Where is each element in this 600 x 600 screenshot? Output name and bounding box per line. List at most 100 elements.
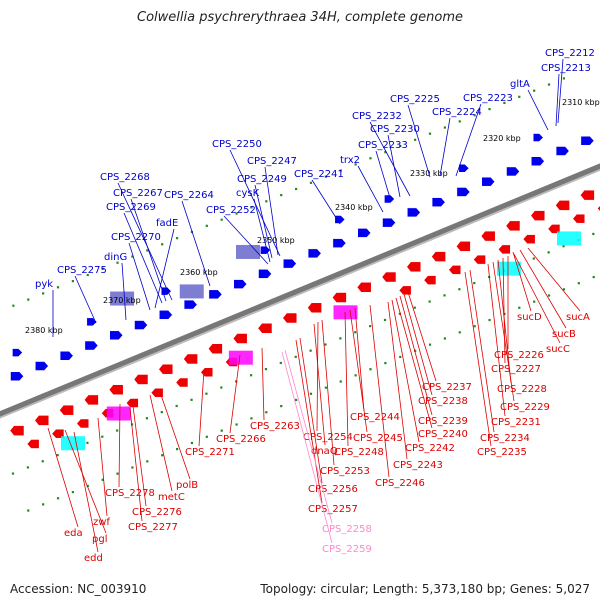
connector-line	[349, 309, 368, 433]
reverse-gene-label: sucC	[546, 344, 570, 355]
connector-line	[128, 242, 151, 311]
tick-dot	[26, 466, 29, 469]
tick-dot	[428, 300, 431, 303]
tick-dot	[547, 294, 551, 297]
reverse-gene-arrow	[59, 404, 74, 416]
connector-line	[439, 117, 451, 177]
tick-dot	[443, 294, 446, 297]
tick-dot	[547, 83, 551, 86]
connector-line	[73, 431, 99, 553]
tick-dot	[56, 497, 60, 500]
forward-gene-arrow	[84, 340, 99, 351]
tick-dot	[592, 275, 595, 279]
forward-gene-arrow	[456, 187, 471, 197]
reverse-gene-arrow	[423, 275, 437, 285]
connector-line	[344, 311, 349, 447]
tick-dot	[116, 429, 119, 432]
connector-line	[117, 182, 173, 301]
forward-gene-arrow	[407, 207, 421, 218]
tick-dot	[339, 169, 342, 172]
tick-dot	[56, 454, 59, 457]
pseudo-gene-label: CPS_2259	[322, 544, 372, 555]
reverse-gene-arrow	[572, 213, 586, 224]
tick-dot	[235, 212, 238, 215]
forward-gene-label: CPS_2224	[432, 107, 482, 118]
genome-summary: Topology: circular; Length: 5,373,180 bp…	[260, 582, 590, 596]
tick-dot	[354, 374, 357, 377]
forward-gene-arrow	[59, 351, 74, 361]
connector-line	[181, 200, 211, 287]
reverse-gene-label: CPS_2254	[303, 432, 353, 443]
connector-line	[313, 323, 326, 446]
tick-dot	[384, 151, 387, 154]
feature-box	[179, 284, 204, 299]
tick-dot	[533, 89, 536, 92]
tick-dot	[383, 318, 387, 322]
connector-line	[512, 251, 532, 312]
tick-dot	[265, 411, 268, 414]
tick-dot	[161, 243, 164, 246]
tick-dot	[384, 361, 387, 365]
feature-box	[110, 291, 135, 306]
connector-line	[502, 257, 506, 364]
reverse-gene-arrow	[530, 210, 546, 221]
connector-line	[464, 271, 492, 447]
genome-title: Colwellia psychrerythraea 34H, complete …	[137, 10, 463, 25]
tick-dot	[369, 157, 372, 160]
reverse-gene-label: pgl	[92, 534, 107, 545]
connector-line	[519, 249, 567, 329]
tick-dot	[473, 325, 476, 328]
forward-gene-arrow	[10, 371, 24, 382]
connector-line	[391, 299, 420, 443]
pseudo-gene-label: CPS_2258	[322, 524, 372, 535]
reverse-gene-arrow	[356, 282, 372, 293]
reverse-gene-arrow	[522, 234, 536, 244]
connector-line	[149, 394, 173, 492]
reverse-gene-label: CPS_2239	[418, 416, 468, 427]
connector-line	[369, 121, 411, 197]
tick-dot	[414, 138, 417, 141]
tick-dot	[354, 163, 357, 166]
tick-dot	[488, 318, 491, 322]
tick-dot	[235, 423, 238, 426]
forward-gene-arrow	[159, 310, 173, 320]
forward-gene-arrow	[531, 156, 545, 166]
connector-line	[357, 165, 384, 213]
forward-gene-label: CPS_2225	[390, 94, 440, 105]
tick-dot	[190, 441, 194, 445]
reverse-gene-arrow	[126, 398, 139, 408]
tick-dot	[339, 380, 342, 383]
connector-line	[375, 150, 391, 199]
feature-box	[236, 244, 261, 259]
reverse-gene-arrow	[505, 220, 521, 232]
tick-dot	[265, 200, 268, 203]
tick-dot	[280, 404, 283, 408]
reverse-gene-label: CPS_2243	[393, 460, 443, 471]
reverse-gene-arrow	[332, 292, 347, 303]
tick-dot	[41, 460, 44, 463]
tick-dot	[146, 249, 149, 252]
reverse-gene-label: CPS_2238	[418, 396, 468, 407]
forward-gene-arrow	[307, 248, 322, 259]
reverse-gene-label: CPS_2229	[500, 402, 550, 413]
tick-dot	[533, 300, 536, 303]
tick-dot	[175, 404, 178, 408]
tick-dot	[369, 368, 372, 371]
connector-line	[223, 215, 269, 265]
tick-dot	[146, 460, 149, 463]
tick-dot	[131, 255, 134, 258]
reverse-gene-label: CPS_2263	[250, 421, 300, 432]
tick-dot	[27, 298, 30, 301]
tick-dot	[56, 286, 60, 289]
reverse-gene-arrow	[456, 241, 471, 252]
reverse-gene-label: CPS_2228	[497, 384, 547, 395]
tick-dot	[205, 435, 208, 438]
forward-gene-label: CPS_2230	[370, 124, 420, 135]
tick-dot	[443, 126, 446, 129]
tick-dot	[205, 392, 208, 395]
forward-gene-label: CPS_2213	[541, 63, 591, 74]
reverse-gene-arrow	[597, 205, 600, 212]
reverse-gene-label: CPS_2234	[480, 433, 530, 444]
connector-line	[97, 417, 108, 517]
tick-dot	[547, 251, 550, 254]
